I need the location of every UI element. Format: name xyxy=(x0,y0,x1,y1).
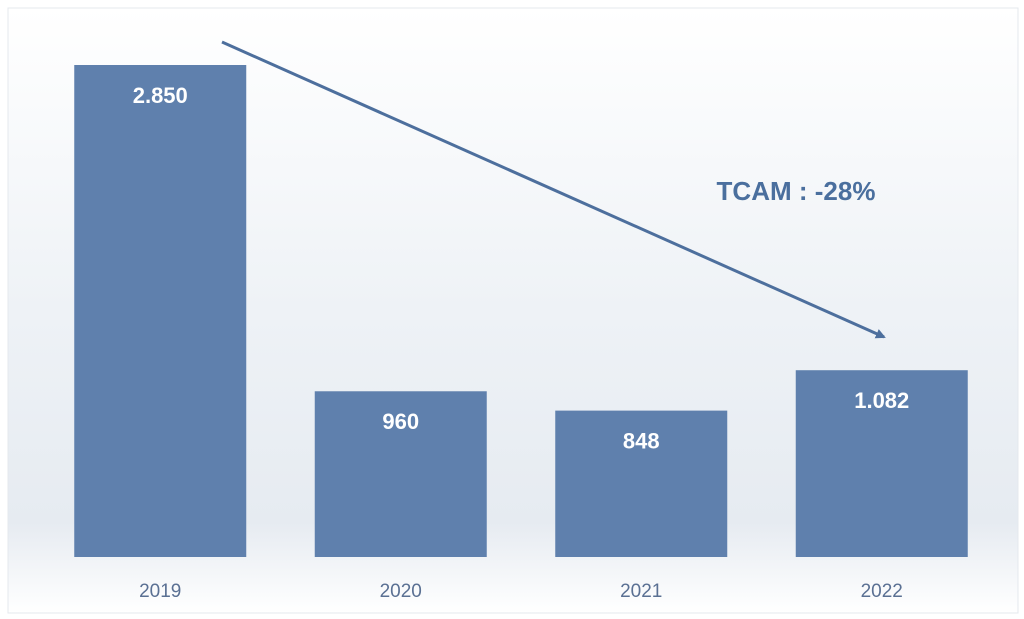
annotation: TCAM : -28% xyxy=(717,176,876,206)
bar xyxy=(555,410,728,557)
bar xyxy=(74,65,247,557)
x-tick-label: 2022 xyxy=(861,581,903,602)
x-tick-label: 2020 xyxy=(380,581,422,602)
value-label: 960 xyxy=(382,409,419,434)
x-tick-label: 2021 xyxy=(620,581,662,602)
bar xyxy=(795,370,968,557)
value-label: 1.082 xyxy=(854,388,909,413)
trend-arrow xyxy=(221,40,886,339)
bar xyxy=(314,391,487,557)
value-label: 848 xyxy=(623,428,660,453)
x-tick-label: 2019 xyxy=(139,581,181,602)
value-label: 2.850 xyxy=(133,83,188,108)
